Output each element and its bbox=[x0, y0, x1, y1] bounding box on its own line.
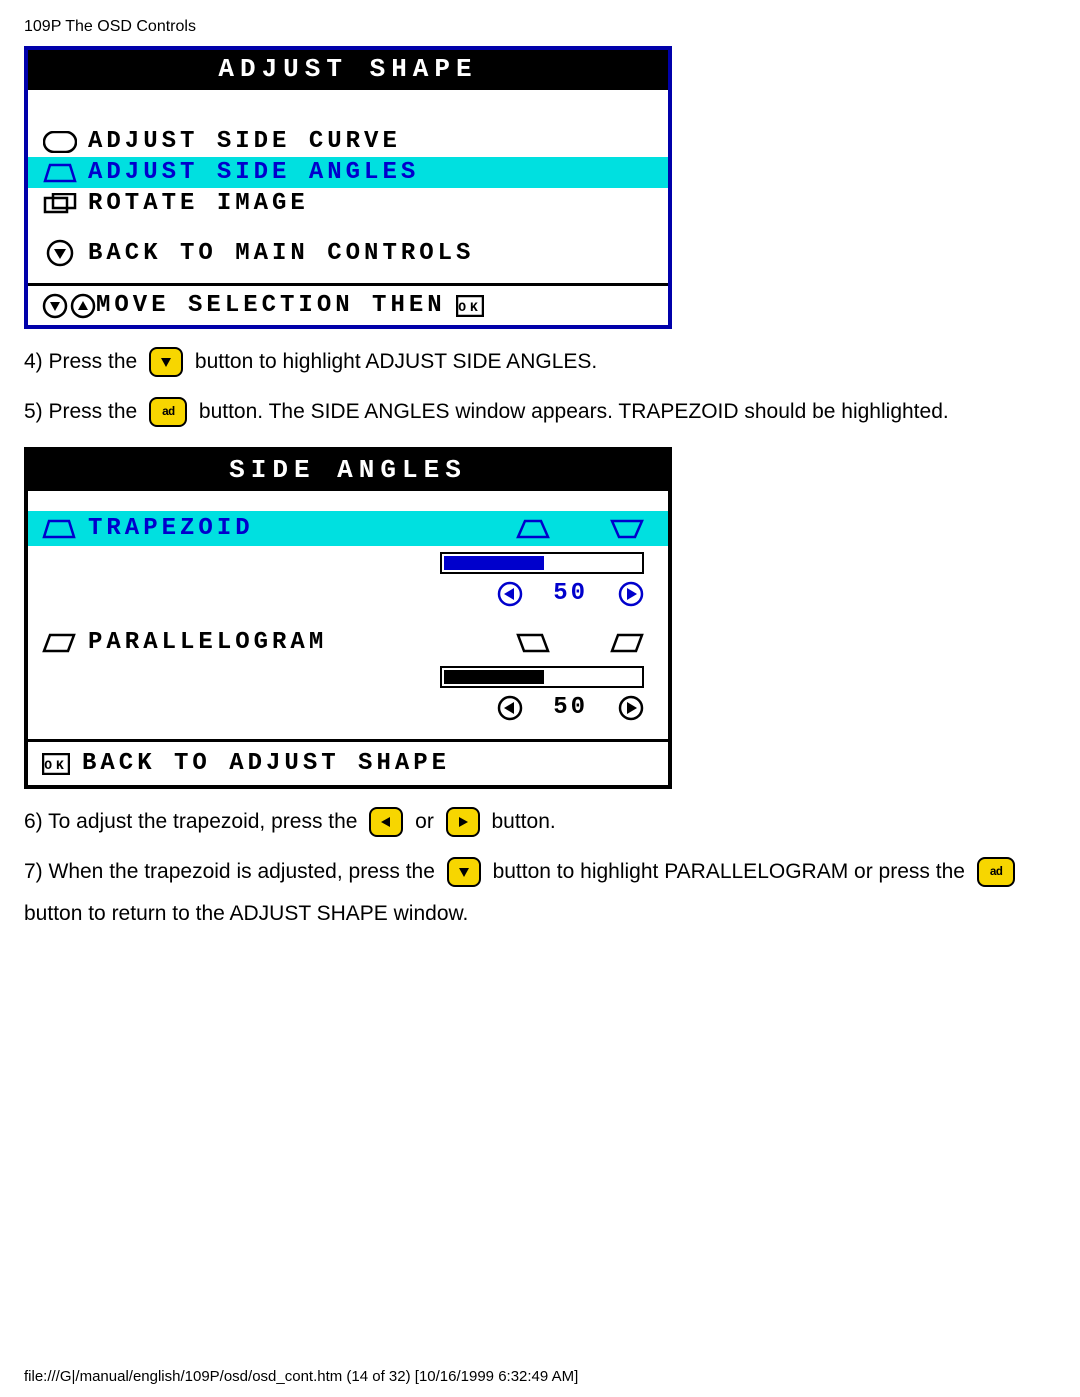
parallelogram-label: PARALLELOGRAM bbox=[88, 629, 327, 656]
menu-label: BACK TO MAIN CONTROLS bbox=[78, 240, 474, 267]
trapezoid-meter bbox=[440, 552, 644, 574]
page-header: 109P The OSD Controls bbox=[24, 18, 1056, 36]
menu-item-rotate[interactable]: ROTATE IMAGE bbox=[28, 188, 668, 219]
rotate-icon bbox=[42, 193, 78, 215]
ok-box-icon: OK bbox=[456, 295, 484, 317]
side-angles-window: SIDE ANGLES TRAPEZOID bbox=[24, 447, 672, 789]
menu-label: ROTATE IMAGE bbox=[78, 190, 309, 217]
right-button-icon bbox=[446, 807, 480, 837]
trapezoid-value-row: 50 bbox=[28, 574, 668, 625]
back-label: BACK TO ADJUST SHAPE bbox=[82, 750, 450, 777]
trapezoid-icon bbox=[42, 518, 76, 540]
left-button-icon bbox=[369, 807, 403, 837]
side-angles-icon bbox=[42, 162, 78, 184]
trapezoid-row[interactable]: TRAPEZOID bbox=[28, 511, 668, 546]
parallelogram-meter bbox=[440, 666, 644, 688]
instruction-step-5: 5) Press the ad button. The SIDE ANGLES … bbox=[24, 397, 1056, 427]
trapezoid-label: TRAPEZOID bbox=[88, 515, 254, 542]
svg-text:OK: OK bbox=[458, 300, 482, 315]
down-circle-icon bbox=[42, 293, 68, 319]
back-to-adjust-shape[interactable]: OK BACK TO ADJUST SHAPE bbox=[28, 739, 668, 785]
left-circle-icon[interactable] bbox=[497, 581, 523, 607]
adjust-shape-footer: MOVE SELECTION THEN OK bbox=[28, 286, 668, 325]
parallelogram-row[interactable]: PARALLELOGRAM bbox=[28, 625, 668, 660]
down-circle-icon bbox=[42, 239, 78, 267]
menu-item-side-angles[interactable]: ADJUST SIDE ANGLES bbox=[28, 157, 668, 188]
right-circle-icon[interactable] bbox=[618, 581, 644, 607]
ok-button-icon: ad bbox=[977, 857, 1015, 887]
instruction-step-7b: button to return to the ADJUST SHAPE win… bbox=[24, 899, 1056, 928]
ok-button-icon: ad bbox=[149, 397, 187, 427]
adjust-shape-window: ADJUST SHAPE ADJUST SIDE CURVE ADJUST SI… bbox=[24, 46, 672, 329]
menu-label: ADJUST SIDE ANGLES bbox=[78, 159, 419, 186]
side-curve-icon bbox=[42, 131, 78, 153]
parallelogram-icon bbox=[42, 632, 76, 654]
parallelogram-right-icon bbox=[610, 632, 644, 654]
trapezoid-narrow-top-icon bbox=[516, 518, 550, 540]
down-button-icon bbox=[447, 857, 481, 887]
trapezoid-value: 50 bbox=[553, 580, 588, 607]
menu-item-back[interactable]: BACK TO MAIN CONTROLS bbox=[28, 237, 668, 269]
instruction-step-4: 4) Press the button to highlight ADJUST … bbox=[24, 347, 1056, 377]
parallelogram-value-row: 50 bbox=[28, 688, 668, 739]
menu-label: ADJUST SIDE CURVE bbox=[78, 128, 401, 155]
adjust-shape-title: ADJUST SHAPE bbox=[28, 50, 668, 90]
left-circle-icon[interactable] bbox=[497, 695, 523, 721]
up-circle-icon bbox=[70, 293, 96, 319]
parallelogram-value: 50 bbox=[553, 694, 588, 721]
down-button-icon bbox=[149, 347, 183, 377]
trapezoid-wide-top-icon bbox=[610, 518, 644, 540]
ok-box-icon: OK bbox=[42, 753, 70, 775]
svg-text:OK: OK bbox=[44, 758, 68, 773]
side-angles-title: SIDE ANGLES bbox=[28, 451, 668, 491]
menu-item-side-curve[interactable]: ADJUST SIDE CURVE bbox=[28, 126, 668, 157]
instruction-step-7: 7) When the trapezoid is adjusted, press… bbox=[24, 857, 1044, 887]
page-footer: file:///G|/manual/english/109P/osd/osd_c… bbox=[24, 1368, 578, 1385]
instruction-step-6: 6) To adjust the trapezoid, press the or… bbox=[24, 807, 1056, 837]
parallelogram-left-icon bbox=[516, 632, 550, 654]
footer-label: MOVE SELECTION THEN bbox=[96, 292, 446, 319]
right-circle-icon[interactable] bbox=[618, 695, 644, 721]
